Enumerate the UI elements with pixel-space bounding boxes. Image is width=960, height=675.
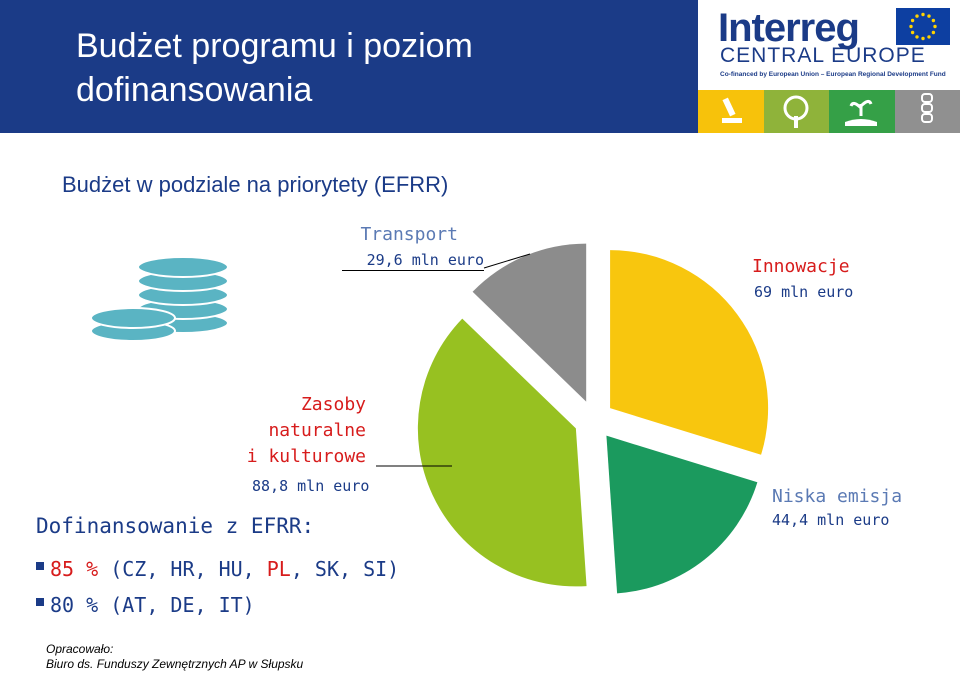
label-niska-emisja: Niska emisja 44,4 mln euro bbox=[772, 484, 902, 530]
label-innowacje-name: Innowacje bbox=[752, 256, 850, 277]
pie-slice-innowacje bbox=[610, 250, 769, 455]
logo-cofinanced: Co-financed by European Union – European… bbox=[720, 71, 946, 78]
pie-slice-zasoby-naturalne-i-kulturowe bbox=[417, 318, 587, 587]
bullet-icon bbox=[36, 598, 44, 606]
label-zasoby-line3: i kulturowe bbox=[246, 446, 366, 467]
rate-percent: 85 % bbox=[50, 557, 99, 581]
label-innowacje-amount: 69 mln euro bbox=[754, 283, 854, 301]
label-zasoby-line2: naturalne bbox=[268, 420, 366, 441]
bullet-icon bbox=[36, 562, 44, 570]
label-niska-amount: 44,4 mln euro bbox=[772, 511, 890, 529]
header-banner: Budżet programu i poziom dofinansowania bbox=[0, 0, 698, 133]
pie-slice-transport bbox=[472, 243, 587, 402]
footer-line2: Biuro ds. Funduszy Zewnętrznych AP w Słu… bbox=[46, 657, 304, 671]
label-innowacje: Innowacje bbox=[752, 254, 850, 280]
coin-stack-icon bbox=[88, 245, 238, 350]
microscope-icon bbox=[698, 90, 764, 133]
rate-percent: 80 % bbox=[50, 593, 99, 617]
label-transport-amount: 29,6 mln euro bbox=[366, 251, 484, 269]
interreg-logo: Interreg CENTRAL EUROPE Co-financed by E… bbox=[698, 0, 960, 133]
footer-line1: Opracowało: bbox=[46, 642, 114, 656]
label-innowacje-value: 69 mln euro bbox=[754, 282, 853, 302]
eu-flag-icon bbox=[896, 8, 950, 45]
hand-plant-icon bbox=[829, 90, 895, 133]
leader-transport bbox=[483, 253, 531, 269]
label-zasoby-amount: 88,8 mln euro bbox=[252, 477, 370, 495]
countries-highlight: PL bbox=[266, 557, 291, 581]
list-item: 80 % (AT, DE, IT) bbox=[36, 587, 399, 623]
footer-credit: Opracowało: Biuro ds. Funduszy Zewnętrzn… bbox=[46, 642, 303, 672]
pie-slice-niska-emisja bbox=[606, 435, 758, 594]
page-title: Budżet programu i poziom dofinansowania bbox=[76, 27, 473, 109]
logo-region: CENTRAL EUROPE bbox=[720, 44, 926, 67]
logo-wordmark: Interreg bbox=[718, 6, 860, 50]
label-transport-name: Transport bbox=[360, 224, 458, 245]
label-zasoby: Zasoby naturalne i kulturowe bbox=[226, 392, 366, 470]
countries-rest: , SK, SI) bbox=[290, 557, 400, 581]
label-niska-name: Niska emisja bbox=[772, 486, 903, 507]
label-zasoby-line1: Zasoby bbox=[300, 394, 366, 415]
chart-title: Budżet w podziale na priorytety (EFRR) bbox=[62, 172, 449, 197]
label-zasoby-value: 88,8 mln euro bbox=[252, 476, 369, 496]
countries-open: (AT, DE, IT) bbox=[98, 593, 255, 617]
label-transport: Transport bbox=[348, 222, 458, 248]
list-item: 85 % (CZ, HR, HU, PL, SK, SI) bbox=[36, 551, 399, 587]
label-transport-value: 29,6 mln euro bbox=[342, 250, 484, 271]
chain-icon bbox=[894, 90, 960, 133]
tree-icon bbox=[763, 90, 829, 133]
logo-tiles bbox=[698, 90, 960, 133]
countries-open: (CZ, HR, HU, bbox=[98, 557, 267, 581]
cofinancing-heading: Dofinansowanie z EFRR: bbox=[36, 514, 315, 538]
cofinancing-list: 85 % (CZ, HR, HU, PL, SK, SI) 80 % (AT, … bbox=[36, 551, 399, 623]
